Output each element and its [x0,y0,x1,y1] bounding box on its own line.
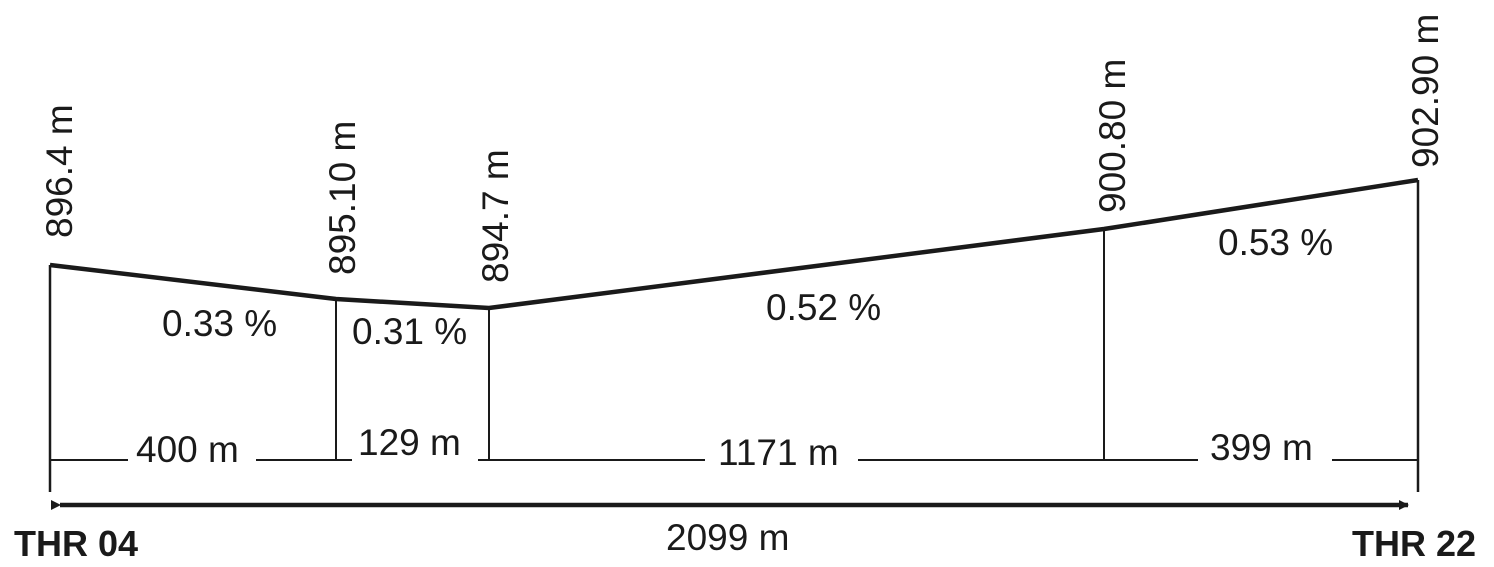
slope-label: 0.52 % [766,287,881,328]
distance-label: 129 m [358,422,461,463]
elevation-label: 902.90 m [1405,14,1446,168]
runway-profile-line [49,177,1419,311]
threshold-label-right: THR 22 [1352,523,1476,564]
threshold-label-left: THR 04 [14,523,138,564]
slope-label: 0.53 % [1218,222,1333,263]
slope-label: 0.31 % [352,311,467,352]
total-length-label: 2099 m [666,517,789,558]
elevation-label: 900.80 m [1092,59,1133,213]
elevation-label: 894.7 m [475,149,516,283]
distance-label: 400 m [136,429,239,470]
distance-label: 1171 m [718,432,839,473]
distance-label: 399 m [1210,427,1313,468]
elevation-label: 895.10 m [322,121,363,275]
slope-label: 0.33 % [162,303,277,344]
elevation-label: 896.4 m [39,104,80,238]
